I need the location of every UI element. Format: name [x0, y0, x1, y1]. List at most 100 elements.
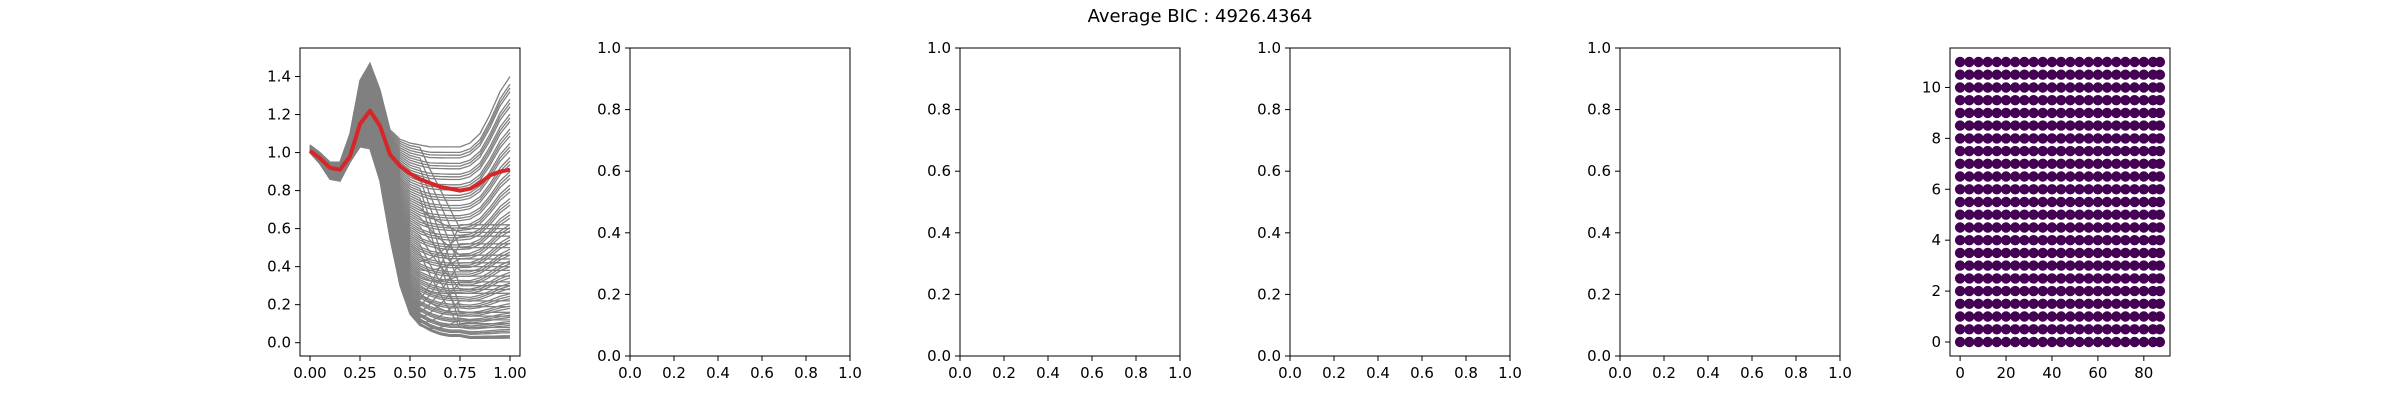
- scatter-point: [2046, 133, 2058, 144]
- scatter-point: [2111, 260, 2122, 271]
- scatter-point: [2101, 247, 2113, 259]
- scatter-point: [2065, 107, 2076, 119]
- scatter-point: [2010, 273, 2021, 284]
- scatter-point: [1982, 235, 1993, 246]
- scatter-point: [2028, 184, 2039, 195]
- scatter-point: [2138, 235, 2149, 246]
- scatter-point: [2065, 184, 2076, 195]
- scatter-point: [2120, 95, 2131, 106]
- scatter-point: [2111, 222, 2122, 233]
- x-tick-label: 0.2: [992, 364, 1016, 382]
- scatter-point: [2138, 311, 2149, 322]
- scatter-point: [2083, 336, 2094, 348]
- scatter-point: [2092, 260, 2104, 271]
- scatter-point: [1982, 120, 1993, 131]
- scatter-point: [2046, 158, 2058, 169]
- scatter-point: [2046, 120, 2058, 131]
- scatter-point: [2074, 56, 2085, 68]
- scatter-point: [1982, 298, 1993, 309]
- y-tick-label: 0.8: [1587, 101, 1611, 119]
- scatter-point: [2083, 273, 2094, 284]
- scatter-point: [2065, 298, 2076, 309]
- scatter-point: [2037, 82, 2048, 93]
- scatter-point: [2037, 120, 2048, 131]
- scatter-point: [2065, 247, 2076, 259]
- scatter-point: [2037, 222, 2048, 233]
- x-tick-label: 0: [1955, 364, 1965, 382]
- scatter-point: [2129, 324, 2140, 335]
- scatter-point: [2055, 69, 2067, 80]
- scatter-point: [2101, 285, 2113, 297]
- scatter-point: [2055, 311, 2067, 322]
- scatter-point: [2019, 184, 2030, 195]
- scatter-point: [2037, 247, 2048, 259]
- scatter-point: [2000, 158, 2012, 169]
- scatter-point: [2065, 324, 2076, 335]
- y-tick-label: 0.6: [1587, 162, 1611, 180]
- scatter-point: [1991, 69, 2003, 80]
- scatter-point: [1973, 222, 1984, 233]
- scatter-point: [1982, 324, 1993, 335]
- scatter-point: [1982, 145, 1993, 157]
- scatter-point: [2037, 95, 2048, 106]
- scatter-point: [2083, 107, 2094, 119]
- scatter-point: [2037, 145, 2048, 157]
- scatter-point: [2154, 95, 2166, 106]
- scatter-point: [2129, 260, 2140, 271]
- scatter-point: [2129, 222, 2140, 233]
- scatter-point: [2129, 247, 2140, 259]
- scatter-point: [2138, 222, 2149, 233]
- scatter-point: [1964, 311, 1975, 322]
- scatter-point: [2010, 184, 2021, 195]
- curve-line: [309, 61, 511, 163]
- scatter-point: [2028, 107, 2039, 119]
- scatter-point: [2101, 171, 2113, 182]
- scatter-point: [1973, 95, 1984, 106]
- y-tick-label: 10: [1922, 78, 1941, 96]
- scatter-point: [2083, 56, 2094, 68]
- scatter-point: [1973, 247, 1984, 259]
- scatter-point: [1973, 107, 1984, 119]
- scatter-point: [2120, 222, 2131, 233]
- scatter-point: [2000, 184, 2012, 195]
- scatter-point: [2154, 133, 2166, 144]
- scatter-point: [2092, 209, 2104, 220]
- scatter-point: [2138, 209, 2149, 220]
- scatter-point: [2046, 209, 2058, 220]
- scatter-point: [2000, 120, 2012, 131]
- scatter-point: [1973, 196, 1984, 208]
- scatter-point: [1954, 311, 1966, 322]
- scatter-point: [2000, 311, 2012, 322]
- scatter-point: [2010, 158, 2021, 169]
- y-tick-label: 1.0: [927, 39, 951, 57]
- scatter-point: [2028, 311, 2039, 322]
- scatter-point: [2083, 120, 2094, 131]
- scatter-point: [2000, 235, 2012, 246]
- scatter-point: [2028, 298, 2039, 309]
- scatter-point: [2074, 285, 2085, 297]
- curve-line: [309, 146, 510, 330]
- scatter-point: [1973, 56, 1984, 68]
- scatter-point: [2120, 311, 2131, 322]
- scatter-point: [2000, 273, 2012, 284]
- scatter-point: [2111, 311, 2122, 322]
- scatter-point: [2092, 184, 2104, 195]
- scatter-point: [2074, 336, 2085, 348]
- scatter-point: [2083, 285, 2094, 297]
- scatter-point: [2019, 82, 2030, 93]
- scatter-point: [2019, 56, 2030, 68]
- scatter-point: [1991, 209, 2003, 220]
- y-tick-label: 1.0: [597, 39, 621, 57]
- scatter-point: [2154, 184, 2166, 195]
- scatter-point: [2101, 260, 2113, 271]
- scatter-point: [2083, 298, 2094, 309]
- scatter-point: [2055, 56, 2067, 68]
- scatter-point: [1982, 184, 1993, 195]
- y-tick-label: 0.8: [927, 101, 951, 119]
- scatter-point: [2055, 336, 2067, 348]
- y-tick-label: 0.6: [927, 162, 951, 180]
- scatter-point: [2092, 95, 2104, 106]
- scatter-point: [2083, 184, 2094, 195]
- scatter-point: [2046, 324, 2058, 335]
- scatter-point: [1991, 298, 2003, 309]
